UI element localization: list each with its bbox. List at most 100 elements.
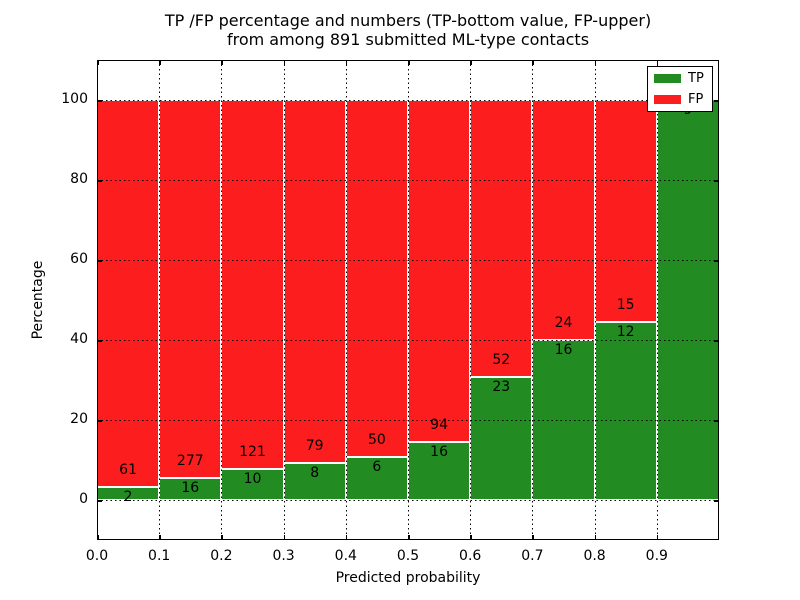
tp-count-label: 23 [492, 379, 511, 396]
fp-count-label: 94 [430, 416, 448, 433]
y-tick-left [97, 180, 102, 182]
y-tick-right [714, 500, 719, 502]
plot-frame [97, 60, 719, 540]
chart-title: TP /FP percentage and numbers (TP-bottom… [97, 11, 719, 49]
tp-count-label: 10 [243, 471, 262, 488]
y-tick-left [97, 260, 102, 262]
tp-bar-segment [345, 457, 408, 500]
x-tick-label: 0.2 [210, 548, 233, 564]
x-tick-label: 0.7 [521, 548, 544, 564]
fp-count-label: 61 [119, 462, 137, 479]
y-tick-right [714, 100, 719, 102]
chart-title-line2: from among 891 submitted ML-type contact… [226, 30, 590, 49]
fp-count-label: 50 [367, 432, 386, 449]
x-gridline [408, 60, 409, 540]
x-tick-top [159, 60, 161, 65]
tp-count-label: 8 [310, 465, 320, 482]
y-tick-left [97, 100, 102, 102]
y-gridline [97, 500, 719, 501]
y-gridline [97, 420, 719, 421]
y-tick-right [714, 420, 719, 422]
y-tick-label: 20 [70, 411, 88, 427]
legend-entry-fp: FP [654, 93, 706, 106]
fp-count-label: 121 [239, 444, 266, 461]
x-tick-top [408, 60, 410, 65]
x-tick-top [221, 60, 223, 65]
x-gridline [470, 60, 472, 540]
tp-bar-segment [656, 100, 719, 500]
y-tick-label: 60 [70, 251, 88, 267]
tp-bar-segment [594, 322, 657, 500]
tp-bar-segment [470, 377, 533, 500]
x-tick-label: 0.9 [645, 548, 668, 564]
tp-swatch-icon [654, 74, 681, 83]
x-tick-top [594, 60, 597, 65]
y-tick-left [97, 500, 102, 502]
y-gridline [97, 340, 719, 341]
x-tick-label: 0.5 [396, 548, 420, 564]
x-tick-top [656, 60, 659, 65]
x-gridline [283, 60, 285, 540]
tp-count-label: 12 [616, 324, 635, 341]
x-tick-top [345, 60, 348, 65]
y-tick-right [714, 260, 719, 262]
fp-bar-segment [594, 100, 657, 323]
x-gridline [656, 60, 658, 540]
x-tick-bottom [159, 535, 161, 540]
tp-count-label: 16 [554, 342, 573, 358]
x-tick-label: 0.4 [334, 548, 357, 564]
x-tick-bottom [345, 535, 348, 540]
y-tick-label: 0 [79, 491, 88, 507]
y-axis-label: Percentage [30, 260, 46, 340]
fp-bar-segment [159, 100, 222, 479]
x-axis-label: Predicted probability [335, 570, 481, 586]
x-tick-bottom [656, 535, 659, 540]
tp-count-label: 6 [372, 459, 382, 476]
x-gridline [345, 60, 347, 540]
legend-label-fp: FP [688, 92, 704, 107]
fp-count-label: 52 [492, 352, 511, 369]
y-gridline [97, 100, 719, 101]
legend-entry-tp: TP [654, 72, 706, 85]
fp-count-label: 79 [305, 438, 324, 455]
x-gridline [159, 60, 161, 540]
x-tick-bottom [408, 535, 410, 540]
fp-count-label: 24 [554, 315, 573, 331]
fp-bar-segment [283, 100, 346, 464]
x-tick-bottom [221, 535, 223, 540]
y-tick-label: 40 [70, 331, 88, 347]
fp-count-label: 15 [616, 297, 635, 314]
fp-bar-segment [532, 100, 595, 340]
x-tick-top [470, 60, 472, 65]
y-gridline [97, 180, 719, 181]
fp-bar-segment [221, 100, 284, 470]
legend-label-tp: TP [688, 71, 704, 86]
tp-count-label: 16 [181, 480, 200, 497]
x-tick-label: 0.8 [583, 548, 606, 564]
tp-count-label: 2 [123, 489, 133, 506]
tp-bar-segment [408, 441, 471, 500]
tp-count-label: 16 [430, 443, 448, 460]
y-tick-right [714, 180, 719, 182]
fp-bar-segment [345, 100, 408, 458]
x-tick-label: 0.3 [272, 548, 295, 564]
x-tick-bottom [283, 535, 286, 540]
y-tick-left [97, 420, 102, 422]
x-gridline [594, 60, 596, 540]
y-gridline [97, 260, 719, 261]
y-tick-right [714, 340, 719, 342]
fp-count-label: 277 [176, 453, 204, 470]
tp-bar-segment [283, 463, 346, 500]
y-tick-label: 80 [70, 171, 88, 187]
y-tick-label: 100 [61, 91, 88, 107]
x-tick-label: 0.1 [148, 548, 171, 564]
x-tick-label: 0.0 [85, 548, 109, 564]
y-tick-left [97, 340, 102, 342]
chart-title-line1: TP /FP percentage and numbers (TP-bottom… [164, 11, 652, 30]
x-tick-label: 0.6 [459, 548, 482, 564]
x-tick-bottom [594, 535, 597, 540]
x-gridline [221, 60, 223, 540]
x-tick-top [283, 60, 286, 65]
x-tick-bottom [532, 535, 534, 540]
